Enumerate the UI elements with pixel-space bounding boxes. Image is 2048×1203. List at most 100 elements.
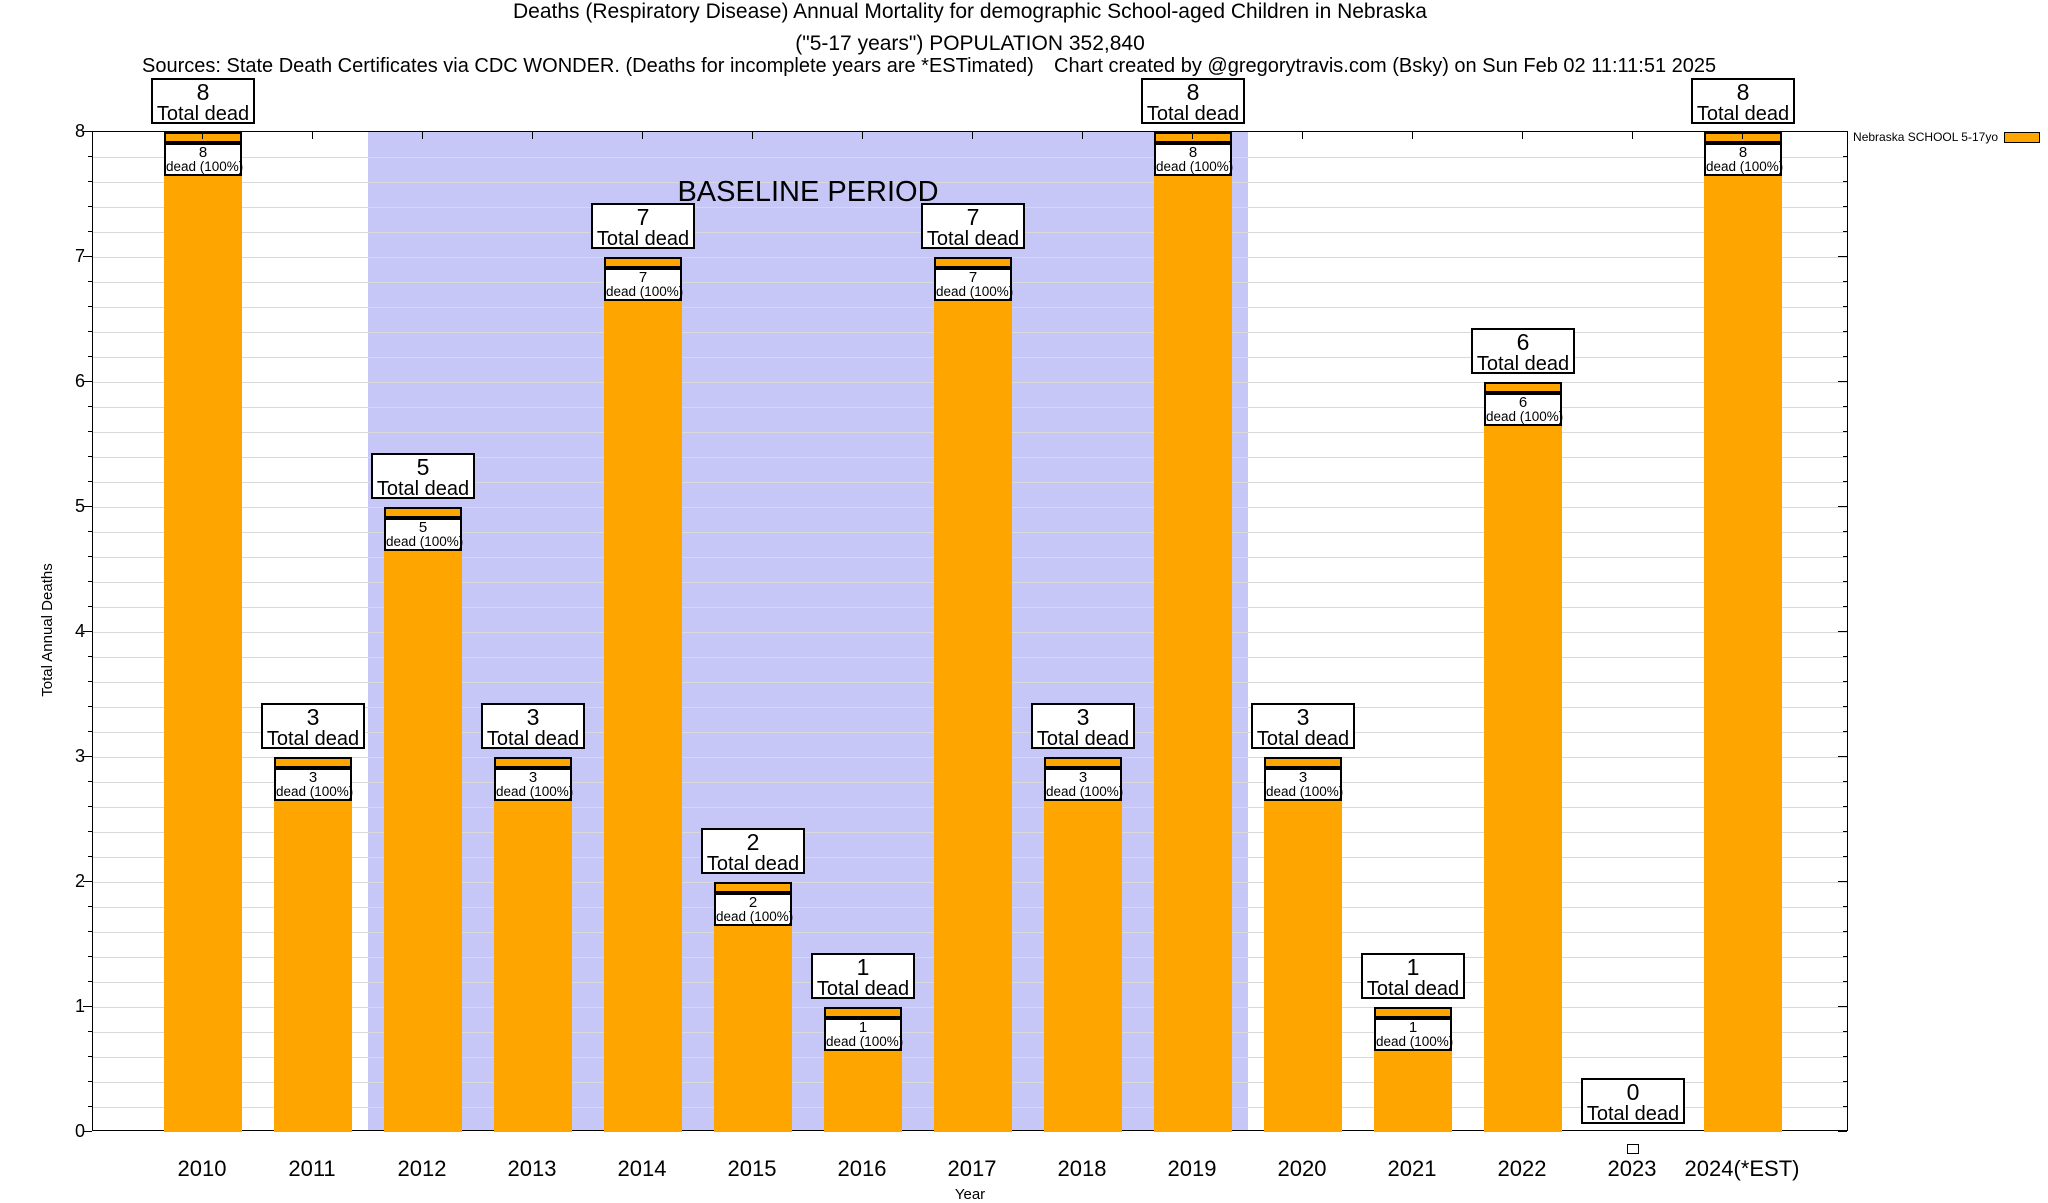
axis-tick — [88, 456, 92, 457]
axis-tick — [1843, 856, 1847, 857]
bar-cap-2010 — [164, 132, 242, 143]
axis-tick — [532, 132, 533, 139]
axis-tick — [1838, 131, 1847, 132]
axis-tick — [972, 132, 973, 139]
legend: Nebraska SCHOOL 5-17yo — [1700, 129, 2040, 145]
x-tick-label: 2013 — [507, 1156, 557, 1181]
axis-tick — [1838, 1006, 1847, 1007]
axis-tick — [88, 406, 92, 407]
y-tick-label: 3 — [74, 746, 85, 766]
bar-value-number: 8 — [1188, 144, 1198, 161]
y-tick-label: 6 — [74, 371, 85, 391]
total-dead-box-2023: 0 Total dead — [1581, 1078, 1685, 1124]
y-tick-label: 1 — [74, 996, 85, 1016]
x-tick-label: 2016 — [837, 1156, 887, 1181]
total-dead-number: 2 — [746, 829, 760, 855]
axis-tick — [642, 132, 643, 139]
axis-tick — [88, 981, 92, 982]
bar-value-number: 8 — [1738, 144, 1748, 161]
total-dead-number: 6 — [1516, 329, 1530, 355]
y-tick-label: 0 — [74, 1121, 85, 1141]
bar-value-box-2017: 7 dead (100%) — [934, 268, 1014, 301]
axis-tick — [1843, 906, 1847, 907]
axis-tick — [1843, 831, 1847, 832]
bar-cap-2017 — [934, 257, 1012, 268]
bar-cap-2019 — [1154, 132, 1232, 143]
axis-tick — [88, 231, 92, 232]
total-dead-box-2018: 3 Total dead — [1031, 703, 1135, 749]
y-tick-label: 2 — [74, 871, 85, 891]
axis-tick — [88, 356, 92, 357]
bar-value-box-2021: 1 dead (100%) — [1374, 1018, 1454, 1051]
axis-tick — [83, 506, 92, 507]
x-tick-label: 2011 — [288, 1156, 336, 1181]
axis-tick — [88, 1056, 92, 1057]
bar-value-caption: dead (100%) — [1486, 409, 1564, 424]
axis-tick — [1843, 156, 1847, 157]
axis-tick — [1302, 132, 1303, 139]
bar-value-caption: dead (100%) — [1376, 1034, 1454, 1049]
bar-value-box-2024(*EST): 8 dead (100%) — [1704, 143, 1783, 176]
axis-tick — [88, 281, 92, 282]
bar-value-caption: dead (100%) — [166, 159, 244, 174]
axis-tick — [88, 1031, 92, 1032]
bar-value-caption: dead (100%) — [826, 1034, 904, 1049]
axis-tick — [1843, 656, 1847, 657]
axis-tick — [1843, 331, 1847, 332]
axis-tick — [1838, 506, 1847, 507]
axis-tick — [88, 431, 92, 432]
total-dead-caption: Total dead — [1036, 728, 1130, 750]
total-dead-box-2020: 3 Total dead — [1251, 703, 1355, 749]
axis-tick — [422, 132, 423, 139]
axis-tick — [1838, 881, 1847, 882]
total-dead-box-2024(*EST): 8 Total dead — [1691, 78, 1795, 124]
axis-tick — [88, 956, 92, 957]
axis-tick — [1843, 431, 1847, 432]
axis-tick — [88, 806, 92, 807]
bar-value-box-2018: 3 dead (100%) — [1044, 768, 1123, 801]
axis-tick — [1843, 931, 1847, 932]
legend-swatch — [2004, 131, 2040, 143]
total-dead-caption: Total dead — [816, 978, 910, 1000]
total-dead-caption: Total dead — [706, 853, 800, 875]
chart-title-line1: Deaths (Respiratory Disease) Annual Mort… — [513, 0, 1427, 23]
axis-tick — [1838, 256, 1847, 257]
axis-tick — [1412, 132, 1413, 139]
axis-tick — [88, 481, 92, 482]
total-dead-box-2021: 1 Total dead — [1361, 953, 1465, 999]
total-dead-caption: Total dead — [1586, 1103, 1680, 1125]
bar-value-box-2019: 8 dead (100%) — [1154, 143, 1233, 176]
axis-tick — [88, 206, 92, 207]
axis-tick — [88, 606, 92, 607]
x-tick-label: 2021 — [1387, 1156, 1437, 1181]
bar-value-box-2014: 7 dead (100%) — [604, 268, 683, 301]
axis-tick — [83, 631, 92, 632]
plot-area: BASELINE PERIOD 8 dead (100%) 8 Total dead 3… — [92, 78, 1848, 1154]
x-tick-label: 2018 — [1057, 1156, 1107, 1181]
total-dead-box-2022: 6 Total dead — [1471, 328, 1575, 374]
axis-tick — [1843, 581, 1847, 582]
axis-tick — [1838, 756, 1847, 757]
total-dead-number: 0 — [1626, 1079, 1640, 1105]
axis-tick — [862, 132, 863, 139]
axis-tick — [1843, 956, 1847, 957]
axis-tick — [88, 906, 92, 907]
axis-tick — [88, 181, 92, 182]
axis-tick — [83, 1131, 92, 1132]
total-dead-box-2015: 2 Total dead — [701, 828, 805, 874]
axis-tick — [1632, 132, 1633, 139]
axis-tick — [88, 931, 92, 932]
total-dead-number: 8 — [1186, 79, 1200, 105]
axis-tick — [88, 556, 92, 557]
bar-cap-2022 — [1484, 382, 1562, 393]
bar-value-box-2022: 6 dead (100%) — [1484, 393, 1564, 426]
bar-value-box-2012: 5 dead (100%) — [384, 518, 463, 551]
total-dead-caption: Total dead — [1366, 978, 1460, 1000]
x-tick-label: 2020 — [1277, 1156, 1327, 1181]
axis-tick — [1843, 1106, 1847, 1107]
total-dead-number: 3 — [1076, 704, 1090, 730]
total-dead-box-2017: 7 Total dead — [921, 203, 1025, 249]
total-dead-number: 8 — [1736, 79, 1750, 105]
bar-value-caption: dead (100%) — [936, 284, 1014, 299]
total-dead-caption: Total dead — [596, 228, 690, 250]
